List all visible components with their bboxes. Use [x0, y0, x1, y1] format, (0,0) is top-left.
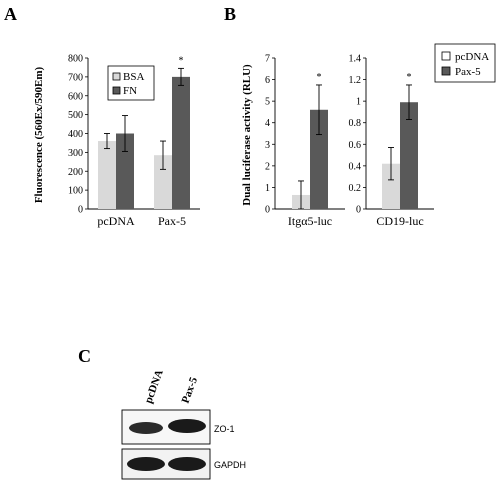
chart-b-itga5: 0 1 2 3 4 5 6 7 * Itgα5-luc — [265, 54, 345, 228]
legend-a-label-fn: FN — [123, 85, 137, 97]
wb-band-gapdh-pax5 — [168, 457, 206, 471]
bar-bsa-1 — [154, 155, 172, 209]
wb-band-label-gapdh: GAPDH — [214, 460, 246, 470]
wb-lane-label-pax5: Pax-5 — [180, 375, 201, 405]
bar-fn-1 — [172, 76, 190, 209]
category-label: pcDNA — [97, 214, 135, 228]
legend-b-swatch-pax5 — [441, 66, 451, 76]
y-tick-label: 0 — [265, 205, 270, 216]
y-tick-label: 1 — [356, 97, 361, 108]
bar-pax-5-0 — [400, 102, 418, 209]
y-tick-label: 1.2 — [349, 75, 362, 86]
y-tick-label: 0.6 — [349, 140, 362, 151]
western-blot: pcDNA Pax-5 ZO-1 GAPDH — [121, 368, 246, 480]
y-tick-label: 5 — [265, 97, 270, 108]
y-tick-label: 700 — [68, 72, 83, 83]
y-tick-label: 0 — [356, 205, 361, 216]
y-tick-label: 800 — [68, 54, 83, 65]
category-label: Pax-5 — [158, 214, 186, 228]
wb-lane-label-pcdna: pcDNA — [143, 368, 166, 405]
panel-label-a: A — [4, 4, 17, 24]
y-tick-label: 0 — [78, 205, 83, 216]
legend-b: pcDNA Pax-5 — [434, 43, 496, 83]
significance-marker: * — [179, 55, 184, 66]
wb-band-zo1-pax5 — [168, 419, 206, 433]
chart-b-cd19: 0 0.2 0.4 0.6 0.8 1 1.2 1.4 * CD19-luc — [349, 54, 434, 228]
y-tick-label: 1.4 — [349, 54, 362, 65]
y-tick-label: 500 — [68, 110, 83, 121]
significance-marker: * — [317, 72, 322, 83]
y-tick-label: 1 — [265, 183, 270, 194]
chart-a: 0 100 200 300 400 500 600 700 800 pcDNA * Pax-5 BSA F… — [68, 54, 200, 228]
significance-marker: * — [407, 72, 412, 83]
y-tick-label: 200 — [68, 167, 83, 178]
wb-band-zo1-pcdna — [129, 422, 163, 434]
panel-label-c: C — [78, 346, 91, 366]
wb-band-gapdh-pcdna — [127, 457, 165, 471]
category-label: Itgα5-luc — [288, 214, 332, 228]
bar-pcdna-0 — [382, 163, 400, 209]
legend-a-swatch-bsa — [112, 72, 121, 81]
legend-b-label-pcdna: pcDNA — [455, 51, 489, 63]
y-tick-label: 0.4 — [349, 161, 362, 172]
y-tick-label: 6 — [265, 75, 270, 86]
y-tick-label: 0.2 — [349, 183, 362, 194]
y-tick-label: 3 — [265, 140, 270, 151]
legend-a-label-bsa: BSA — [123, 71, 144, 83]
panel-label-b: B — [224, 4, 236, 24]
y-tick-label: 0.8 — [349, 118, 362, 129]
legend-b-label-pax5: Pax-5 — [455, 66, 481, 78]
y-tick-label: 2 — [265, 161, 270, 172]
legend-a-swatch-fn — [112, 86, 121, 95]
y-tick-label: 300 — [68, 148, 83, 159]
y-tick-label: 600 — [68, 91, 83, 102]
bar-bsa-0 — [98, 141, 116, 209]
y-tick-label: 100 — [68, 186, 83, 197]
chart-b-ylabel: Dual luciferase activity (RLU) — [241, 64, 253, 206]
legend-b-swatch-pcdna — [441, 51, 451, 61]
bar-pax-5-0 — [310, 109, 328, 209]
y-tick-label: 7 — [265, 54, 270, 65]
wb-band-label-zo1: ZO-1 — [214, 424, 235, 434]
bar-fn-0 — [116, 133, 134, 209]
category-label: CD19-luc — [376, 214, 423, 228]
y-tick-label: 4 — [265, 118, 270, 129]
chart-a-ylabel: Fluorescence (560Ex/590Em) — [33, 66, 45, 203]
y-tick-label: 400 — [68, 129, 83, 140]
